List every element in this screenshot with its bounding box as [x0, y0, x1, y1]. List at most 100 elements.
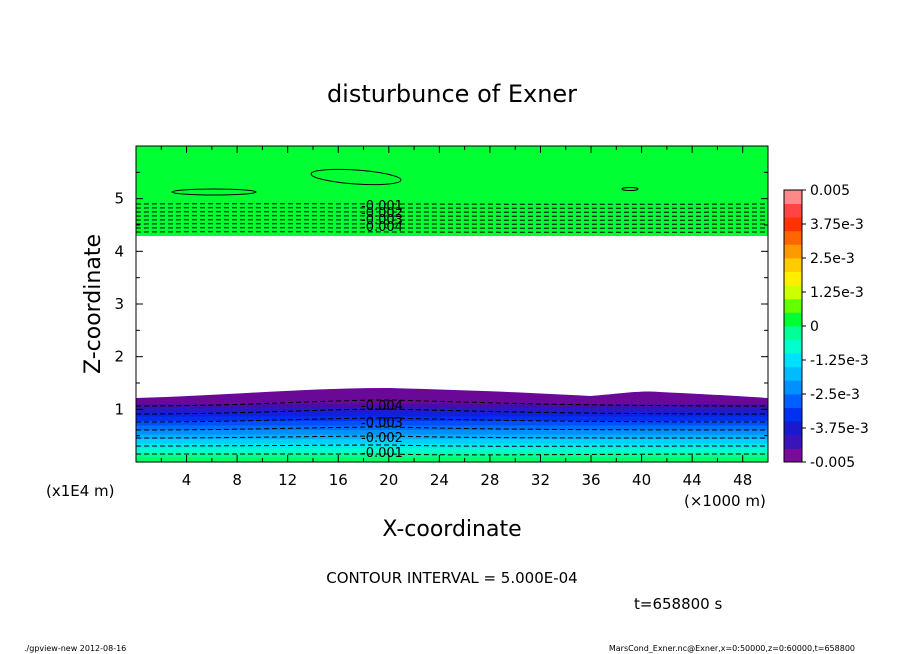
y-tick-label: 3	[114, 295, 124, 313]
colorbar-swatch	[784, 366, 802, 381]
colorbar-swatch	[784, 271, 802, 286]
contour-line-lower	[135, 453, 769, 456]
colorbar-swatch	[784, 230, 802, 245]
contour-line-upper	[135, 203, 769, 205]
lower-band-layer	[136, 411, 768, 417]
contour-line-lower	[135, 426, 769, 431]
x-tick-label: 16	[329, 471, 348, 489]
colorbar-swatch	[784, 434, 802, 449]
colorbar-swatch	[784, 298, 802, 313]
lower-band-layer	[136, 448, 768, 454]
colorbar-swatch	[784, 244, 802, 259]
x-tick-label: 20	[379, 471, 398, 489]
y-tick-label: 5	[114, 190, 124, 208]
colorbar-label: 0	[810, 319, 819, 335]
contour-lines	[135, 168, 769, 456]
contour-label: -0.004	[361, 220, 403, 235]
x-tick-label: 8	[232, 471, 242, 489]
contour-line-upper	[135, 227, 769, 229]
colorbar-label: 0.005	[810, 183, 850, 199]
closed-contour	[621, 187, 639, 191]
x-tick-label: 12	[278, 471, 297, 489]
x-tick-label: 36	[581, 471, 600, 489]
x-tick-label: 48	[733, 471, 752, 489]
contour-label: -0.002	[361, 431, 403, 446]
contour-label: -0.001	[361, 199, 403, 214]
y-axis-label: Z-coordinate	[81, 234, 106, 374]
closed-contour	[310, 168, 402, 186]
lower-band-layer	[136, 452, 768, 459]
colorbar-swatch	[784, 312, 802, 327]
x-axis: 4 8 12 16 20 24 28 32 36 40 44 48	[160, 146, 752, 489]
contour-label: -0.001	[361, 446, 403, 461]
colorbar-swatch	[784, 394, 802, 408]
lower-band-layer	[136, 402, 768, 408]
footer-right: MarsCond_Exner.nc@Exner,x=0:50000,z=0:60…	[609, 644, 855, 653]
contour-interval-label: CONTOUR INTERVAL = 5.000E-04	[326, 569, 577, 587]
colorbar-label: 1.25e-3	[810, 285, 864, 301]
lower-negative-band	[136, 388, 768, 463]
contour-line-lower	[135, 408, 769, 415]
colorbar-swatch	[784, 258, 802, 272]
x-axis-label: X-coordinate	[382, 517, 521, 542]
contour-line-lower	[135, 444, 769, 447]
y-tick-label: 4	[114, 242, 124, 260]
colorbar-label: -3.75e-3	[810, 421, 869, 437]
y-unit-label: (x1E4 m)	[46, 482, 115, 500]
x-tick-label: 24	[430, 471, 449, 489]
chart-title: disturbunce of Exner	[327, 80, 577, 108]
undefined-region	[136, 236, 768, 398]
y-axis: 1 2 3 4 5	[114, 171, 768, 437]
colorbar: 0.005 3.75e-3 2.5e-3 1.25e-3 0 -1.25e-3 -2.5e-…	[783, 183, 869, 471]
contour-line-upper	[135, 207, 769, 209]
contour-line-lower	[135, 435, 769, 439]
colorbar-swatch	[784, 217, 802, 232]
contour-line-upper	[135, 223, 769, 225]
colorbar-swatch	[784, 407, 802, 422]
colorbar-label: -2.5e-3	[810, 387, 860, 403]
contour-label: -0.003	[361, 416, 403, 431]
colorbar-swatch	[784, 339, 802, 354]
x-tick-label: 40	[632, 471, 651, 489]
contour-line-upper	[135, 211, 769, 213]
contour-label: -0.003	[361, 213, 403, 228]
colorbar-swatch	[784, 203, 802, 218]
y-tick-label: 1	[114, 400, 124, 418]
footer-left: ./gpview-new 2012-08-16	[24, 644, 126, 653]
colorbar-swatch	[784, 326, 802, 340]
x-tick-label: 4	[182, 471, 192, 489]
lower-band-layer	[136, 407, 768, 413]
colorbar-label: -1.25e-3	[810, 353, 869, 369]
lower-band-layer	[136, 439, 768, 445]
colorbar-label: 3.75e-3	[810, 217, 864, 233]
colorbar-label: 2.5e-3	[810, 251, 855, 267]
colorbar-swatch	[784, 190, 802, 204]
colorbar-swatch	[784, 285, 802, 300]
y-tick-label: 2	[114, 348, 124, 366]
closed-contour	[171, 188, 257, 196]
colorbar-swatch	[784, 421, 802, 436]
x-tick-label: 44	[683, 471, 702, 489]
time-label: t=658800 s	[634, 595, 722, 613]
lower-band-layer	[136, 430, 768, 436]
lower-band-bulge	[136, 388, 768, 404]
contour-line-upper	[135, 231, 769, 233]
lower-band-layer	[136, 457, 768, 463]
lower-band-layer	[136, 416, 768, 422]
colorbar-swatch	[784, 353, 802, 368]
x-tick-label: 32	[531, 471, 550, 489]
colorbar-label: -0.005	[810, 455, 855, 471]
contour-line-upper	[135, 215, 769, 217]
lower-band-layer	[136, 420, 768, 427]
plot-area: -0.001-0.002-0.003-0.004-0.004-0.003-0.0…	[135, 145, 769, 463]
contour-label: -0.002	[361, 206, 403, 221]
contour-labels: -0.001-0.002-0.003-0.004-0.004-0.003-0.0…	[361, 199, 403, 461]
contour-label: -0.004	[361, 399, 403, 414]
contour-line-upper	[135, 219, 769, 221]
colorbar-swatch	[784, 448, 802, 463]
colorbar-swatch	[784, 380, 802, 395]
x-tick-label: 28	[480, 471, 499, 489]
x-unit-label: (×1000 m)	[684, 492, 766, 510]
contour-line-lower	[135, 399, 769, 407]
